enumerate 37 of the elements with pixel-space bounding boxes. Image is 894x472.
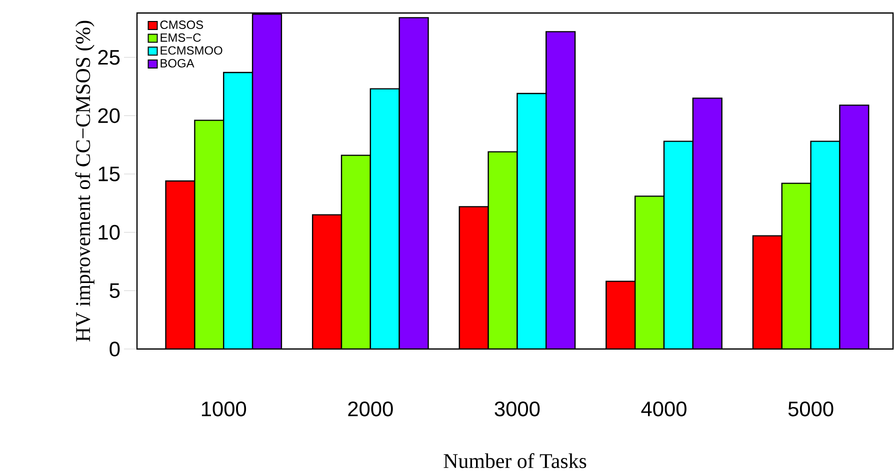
bar — [399, 18, 428, 349]
bar — [459, 206, 488, 349]
bar — [370, 88, 400, 349]
y-tick-label: 25 — [98, 50, 120, 65]
bar — [166, 180, 195, 349]
bar — [194, 120, 224, 349]
y-tick-label: 0 — [110, 342, 120, 356]
x-tick-label: 2000 — [348, 402, 393, 416]
bar — [664, 141, 693, 349]
x-tick-label: 3000 — [494, 402, 540, 416]
legend-label: CMSOS — [160, 20, 204, 29]
y-tick-label: 10 — [98, 224, 120, 240]
y-tick-label: 5 — [110, 283, 120, 298]
x-tick-label: 1000 — [202, 402, 246, 416]
bar — [252, 14, 282, 349]
bar — [839, 104, 870, 349]
x-tick-label: 5000 — [788, 402, 834, 416]
bar — [341, 155, 370, 349]
legend-label: ECMSMOO — [160, 46, 222, 55]
y-tick-label: 15 — [98, 166, 120, 182]
y-tick-label: 20 — [98, 108, 120, 124]
bar — [312, 214, 342, 349]
bar — [810, 140, 840, 349]
legend-label: EMS−C — [160, 33, 201, 42]
x-tick-label: 4000 — [641, 402, 686, 416]
bar — [635, 196, 664, 349]
bar — [224, 72, 253, 349]
bar — [517, 93, 546, 349]
bar — [546, 32, 576, 349]
legend-label: BOGA — [160, 59, 194, 68]
bar — [606, 281, 636, 349]
bar — [752, 235, 782, 349]
y-axis-title: HV improvement of CC−CMSOS (%) — [75, 20, 94, 342]
bar — [692, 98, 722, 349]
x-axis-title: Number of Tasks — [444, 453, 586, 468]
bar — [488, 152, 518, 349]
bar — [781, 182, 812, 349]
